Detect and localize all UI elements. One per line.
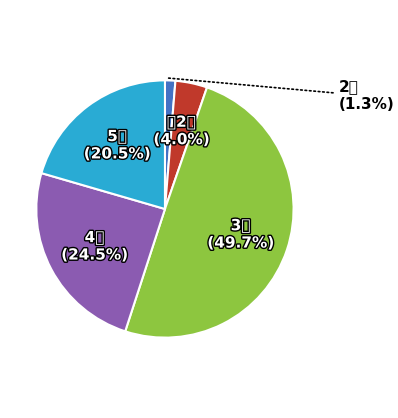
Wedge shape xyxy=(165,80,176,209)
Wedge shape xyxy=(125,87,294,338)
Wedge shape xyxy=(165,81,207,209)
Wedge shape xyxy=(36,173,165,331)
Text: 5級
(20.5%): 5級 (20.5%) xyxy=(84,129,150,161)
Text: 4級
(24.5%): 4級 (24.5%) xyxy=(61,230,128,263)
Text: 3級
(49.7%): 3級 (49.7%) xyxy=(207,218,274,250)
Text: 2級
(1.3%): 2級 (1.3%) xyxy=(168,78,394,112)
Wedge shape xyxy=(41,80,165,209)
Text: 準2級
(4.0%): 準2級 (4.0%) xyxy=(154,115,209,147)
